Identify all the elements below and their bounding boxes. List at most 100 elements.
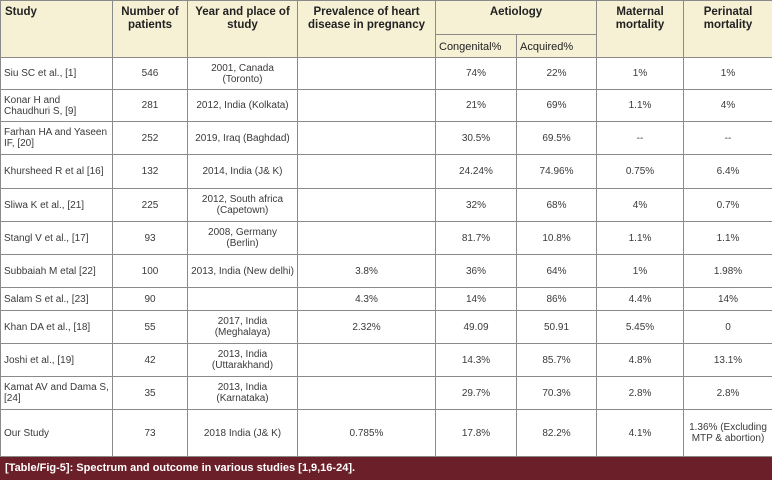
prevalence-cell <box>297 89 436 122</box>
table-caption: [Table/Fig-5]: Spectrum and outcome in v… <box>0 457 772 480</box>
year-place-cell: 2013, India (New delhi) <box>187 254 298 288</box>
header-congenital: Congenital% <box>435 34 517 58</box>
maternal-cell: 4% <box>596 188 685 222</box>
study-cell: Our Study <box>0 409 113 457</box>
maternal-cell: 1% <box>596 254 685 288</box>
prevalence-cell <box>297 121 436 155</box>
perinatal-cell: 4% <box>683 89 772 122</box>
prevalence-cell: 3.8% <box>297 254 436 288</box>
patients-cell: 225 <box>112 188 188 222</box>
perinatal-cell: 0.7% <box>683 188 772 222</box>
acquired-cell: 64% <box>515 254 598 288</box>
prevalence-cell <box>297 154 436 189</box>
table-row: Sliwa K et al., [21] 225 2012, South afric… <box>0 188 772 222</box>
patients-cell: 546 <box>112 57 188 90</box>
header-perinatal: Perinatal mortality <box>683 0 772 58</box>
maternal-cell: 4.4% <box>596 287 685 311</box>
patients-cell: 252 <box>112 121 188 155</box>
patients-cell: 93 <box>112 221 188 255</box>
maternal-cell: 1% <box>596 57 685 90</box>
acquired-cell: 68% <box>515 188 598 222</box>
patients-cell: 100 <box>112 254 188 288</box>
congenital-cell: 36% <box>435 254 517 288</box>
year-place-cell: 2013, India (Uttarakhand) <box>187 343 298 377</box>
acquired-cell: 74.96% <box>515 154 598 189</box>
maternal-cell: 4.8% <box>596 343 685 377</box>
acquired-cell: 69% <box>515 89 598 122</box>
header-aetiology: Aetiology <box>434 0 598 35</box>
table-row: Subbaiah M etal [22] 100 2013, India (New … <box>0 254 772 288</box>
perinatal-cell: 6.4% <box>683 154 772 189</box>
congenital-cell: 14% <box>435 287 517 311</box>
acquired-cell: 82.2% <box>515 409 598 457</box>
patients-cell: 35 <box>112 376 188 410</box>
congenital-cell: 32% <box>435 188 517 222</box>
perinatal-cell: 1.36% (Excluding MTP & abortion) <box>683 409 772 457</box>
table-row: Salam S et al., [23] 90 4.3% 14% 86% 4.4% 14% <box>0 287 772 311</box>
perinatal-cell: 2.8% <box>683 376 772 410</box>
year-place-cell: 2017, India (Meghalaya) <box>187 310 298 344</box>
study-cell: Khursheed R et al [16] <box>0 154 113 189</box>
study-cell: Kamat AV and Dama S, [24] <box>0 376 113 410</box>
acquired-cell: 86% <box>515 287 598 311</box>
table-row: Konar H and Chaudhuri S, [9] 281 2012, Ind… <box>0 89 772 122</box>
table-row: Khan DA et al., [18] 55 2017, India (Megha… <box>0 310 772 344</box>
acquired-cell: 69.5% <box>515 121 598 155</box>
prevalence-cell: 4.3% <box>297 287 436 311</box>
acquired-cell: 85.7% <box>515 343 598 377</box>
patients-cell: 281 <box>112 89 188 122</box>
patients-cell: 90 <box>112 287 188 311</box>
maternal-cell: -- <box>596 121 685 155</box>
acquired-cell: 10.8% <box>515 221 598 255</box>
study-cell: Sliwa K et al., [21] <box>0 188 113 222</box>
perinatal-cell: 1.98% <box>683 254 772 288</box>
study-cell: Khan DA et al., [18] <box>0 310 113 344</box>
perinatal-cell: -- <box>683 121 772 155</box>
patients-cell: 42 <box>112 343 188 377</box>
year-place-cell: 2012, South africa (Capetown) <box>187 188 298 222</box>
header-row: Study Number of patients Year and place … <box>0 0 772 58</box>
table-row: Joshi et al., [19] 42 2013, India (Uttarak… <box>0 343 772 377</box>
perinatal-cell: 0 <box>683 310 772 344</box>
table-row: Our Study 73 2018 India (J& K) 0.785% 17.8% 8… <box>0 409 772 457</box>
year-place-cell: 2018 India (J& K) <box>187 409 298 457</box>
study-comparison-table: Study Number of patients Year and place … <box>0 0 772 457</box>
year-place-cell: 2019, Iraq (Baghdad) <box>187 121 298 155</box>
table-body: Siu SC et al., [1] 546 2001, Canada (Toron… <box>0 57 772 457</box>
patients-cell: 73 <box>112 409 188 457</box>
study-cell: Stangl V et al., [17] <box>0 221 113 255</box>
perinatal-cell: 14% <box>683 287 772 311</box>
perinatal-cell: 13.1% <box>683 343 772 377</box>
header-acquired: Acquired% <box>515 34 598 58</box>
prevalence-cell: 2.32% <box>297 310 436 344</box>
congenital-cell: 14.3% <box>435 343 517 377</box>
acquired-cell: 70.3% <box>515 376 598 410</box>
header-patients: Number of patients <box>112 0 188 58</box>
study-cell: Salam S et al., [23] <box>0 287 113 311</box>
acquired-cell: 50.91 <box>515 310 598 344</box>
year-place-cell: 2001, Canada (Toronto) <box>187 57 298 90</box>
year-place-cell <box>187 287 298 311</box>
table-row: Farhan HA and Yaseen IF, [20] 252 2019, Ir… <box>0 121 772 155</box>
year-place-cell: 2013, India (Karnataka) <box>187 376 298 410</box>
congenital-cell: 74% <box>435 57 517 90</box>
congenital-cell: 17.8% <box>435 409 517 457</box>
study-cell: Siu SC et al., [1] <box>0 57 113 90</box>
maternal-cell: 2.8% <box>596 376 685 410</box>
congenital-cell: 21% <box>435 89 517 122</box>
perinatal-cell: 1.1% <box>683 221 772 255</box>
congenital-cell: 24.24% <box>435 154 517 189</box>
maternal-cell: 1.1% <box>596 89 685 122</box>
maternal-cell: 0.75% <box>596 154 685 189</box>
prevalence-cell <box>297 57 436 90</box>
acquired-cell: 22% <box>515 57 598 90</box>
prevalence-cell: 0.785% <box>297 409 436 457</box>
header-prevalence: Prevalence of heart disease in pregnancy <box>297 0 436 58</box>
maternal-cell: 5.45% <box>596 310 685 344</box>
prevalence-cell <box>297 188 436 222</box>
prevalence-cell <box>297 221 436 255</box>
study-cell: Subbaiah M etal [22] <box>0 254 113 288</box>
table-row: Siu SC et al., [1] 546 2001, Canada (Toron… <box>0 57 772 90</box>
table-row: Khursheed R et al [16] 132 2014, India (J&… <box>0 154 772 189</box>
